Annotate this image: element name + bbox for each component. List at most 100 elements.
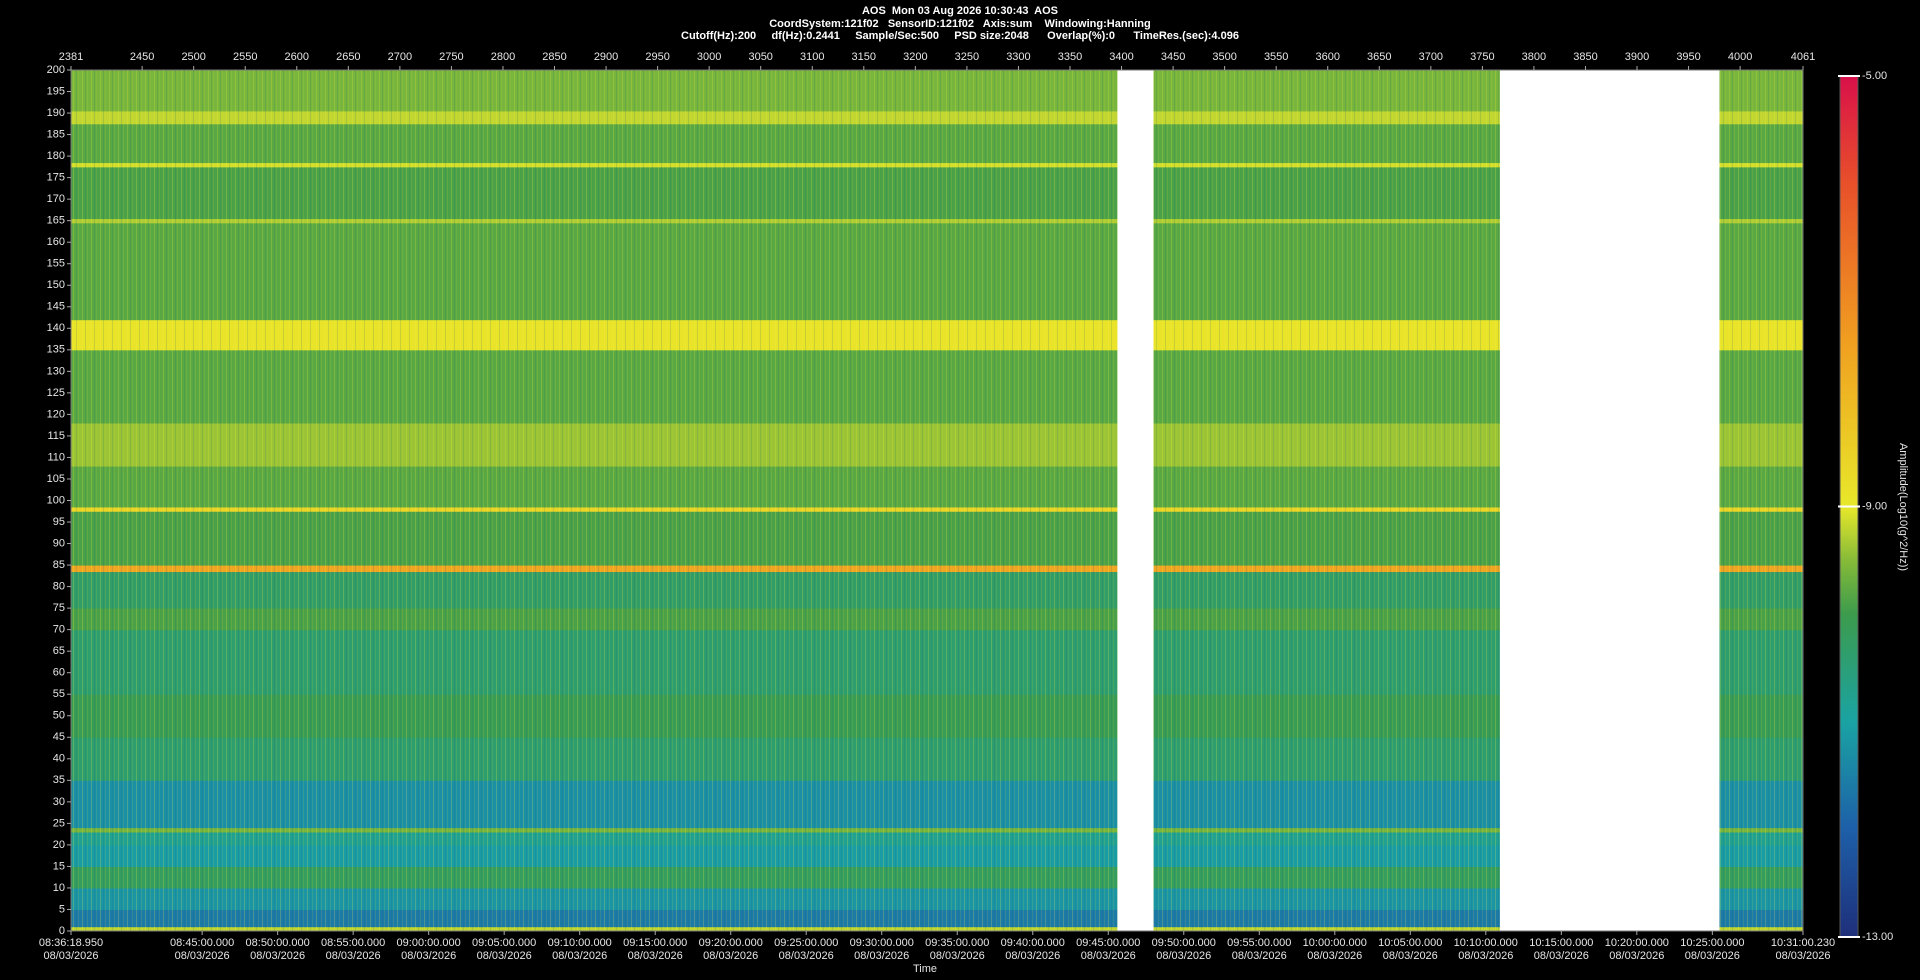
x-axis-label: Time	[913, 963, 937, 975]
texture	[1153, 70, 1500, 931]
x-tick-label: 09:50:00.000 08/03/2026	[1151, 937, 1216, 962]
y-tick-label: 0	[59, 925, 65, 937]
y-tick-label: 70	[53, 624, 65, 636]
chart-subtitle: CoordSystem:121f02 SensorID:121f02 Axis:…	[769, 18, 1151, 30]
x2-tick-label: 2381	[59, 51, 83, 63]
x2-tick-label: 3400	[1109, 51, 1133, 63]
y-tick-label: 165	[47, 215, 65, 227]
y-tick-label: 35	[53, 774, 65, 786]
x-tick-label: 09:55:00.000 08/03/2026	[1227, 937, 1292, 962]
y-tick-label: 80	[53, 581, 65, 593]
x-tick-label: 10:15:00.000 08/03/2026	[1529, 937, 1594, 962]
y-tick-label: 180	[47, 150, 65, 162]
y-tick-label: 170	[47, 193, 65, 205]
colorbar-label: Amplitude(Log10(g^2/Hz))	[1897, 443, 1909, 571]
x-tick-label: 09:30:00.000 08/03/2026	[849, 937, 914, 962]
x-tick-label: 09:15:00.000 08/03/2026	[623, 937, 688, 962]
x2-tick-label: 3800	[1522, 51, 1546, 63]
x-tick-label: 10:05:00.000 08/03/2026	[1378, 937, 1443, 962]
x2-tick-label: 3850	[1573, 51, 1597, 63]
x-tick-label: 09:20:00.000 08/03/2026	[698, 937, 763, 962]
x2-tick-label: 2600	[285, 51, 309, 63]
y-tick-label: 155	[47, 258, 65, 270]
x2-tick-label: 3750	[1470, 51, 1494, 63]
y-tick-label: 200	[47, 64, 65, 76]
x2-tick-label: 3900	[1625, 51, 1649, 63]
x2-tick-label: 3250	[955, 51, 979, 63]
y-tick-label: 195	[47, 85, 65, 97]
x2-tick-label: 2750	[439, 51, 463, 63]
x-tick-label: 10:10:00.000 08/03/2026	[1453, 937, 1518, 962]
x-tick-label: 08:55:00.000 08/03/2026	[321, 937, 386, 962]
chart-title: AOS Mon 03 Aug 2026 10:30:43 AOS	[861, 5, 1059, 17]
y-tick-label: 120	[47, 408, 65, 420]
y-tick-label: 175	[47, 172, 65, 184]
x2-tick-label: 3950	[1676, 51, 1700, 63]
y-tick-label: 10	[53, 882, 65, 894]
x2-tick-label: 2850	[542, 51, 566, 63]
y-tick-label: 25	[53, 817, 65, 829]
y-tick-label: 5	[59, 903, 65, 915]
y-tick-label: 100	[47, 494, 65, 506]
y-tick-label: 60	[53, 667, 65, 679]
x2-tick-label: 2550	[233, 51, 257, 63]
x-tick-label: 09:45:00.000 08/03/2026	[1076, 937, 1141, 962]
y-tick-label: 115	[47, 430, 65, 442]
x2-tick-label: 3550	[1264, 51, 1288, 63]
y-tick-label: 130	[47, 365, 65, 377]
x2-tick-label: 3050	[748, 51, 772, 63]
x2-tick-label: 3500	[1212, 51, 1236, 63]
y-tick-label: 85	[53, 559, 65, 571]
x-tick-label: 09:10:00.000 08/03/2026	[547, 937, 612, 962]
y-tick-label: 160	[47, 236, 65, 248]
x-tick-label: 08:45:00.000 08/03/2026	[170, 937, 235, 962]
y-tick-label: 40	[53, 753, 65, 765]
x-tick-label: 10:00:00.000 08/03/2026	[1302, 937, 1367, 962]
x2-tick-label: 2900	[594, 51, 618, 63]
x-tick-label: 10:20:00.000 08/03/2026	[1604, 937, 1669, 962]
x2-tick-label: 3000	[697, 51, 721, 63]
x2-tick-label: 3100	[800, 51, 824, 63]
x-tick-label: 08:50:00.000 08/03/2026	[245, 937, 310, 962]
y-tick-label: 185	[47, 128, 65, 140]
y-tick-label: 190	[47, 107, 65, 119]
colorbar-tick-label: -13.00	[1862, 931, 1893, 943]
y-tick-label: 20	[53, 839, 65, 851]
colorbar-tick-label: -5.00	[1862, 70, 1887, 82]
y-tick-label: 140	[47, 322, 65, 334]
y-tick-label: 150	[47, 279, 65, 291]
x-tick-label: 09:00:00.000 08/03/2026	[396, 937, 461, 962]
y-tick-label: 30	[53, 796, 65, 808]
x2-tick-label: 3650	[1367, 51, 1391, 63]
x2-tick-label: 3700	[1419, 51, 1443, 63]
y-tick-label: 65	[53, 645, 65, 657]
y-tick-label: 125	[47, 387, 65, 399]
y-tick-label: 135	[47, 344, 65, 356]
x2-tick-label: 4061	[1791, 51, 1815, 63]
x-tick-label: 10:25:00.000 08/03/2026	[1680, 937, 1745, 962]
x-tick-label: 09:25:00.000 08/03/2026	[774, 937, 839, 962]
x-tick-label: 09:05:00.000 08/03/2026	[472, 937, 537, 962]
y-tick-label: 105	[47, 473, 65, 485]
chart-subtitle: Cutoff(Hz):200 df(Hz):0.2441 Sample/Sec:…	[681, 30, 1239, 42]
x2-tick-label: 3200	[903, 51, 927, 63]
y-tick-label: 45	[53, 731, 65, 743]
y-tick-label: 90	[53, 537, 65, 549]
x-tick-label: 09:40:00.000 08/03/2026	[1000, 937, 1065, 962]
colorbar-tick-label: -9.00	[1862, 500, 1887, 512]
y-tick-label: 95	[53, 516, 65, 528]
x2-tick-label: 3600	[1315, 51, 1339, 63]
y-tick-label: 50	[53, 710, 65, 722]
texture	[71, 70, 1118, 931]
y-tick-label: 15	[53, 860, 65, 872]
x2-tick-label: 2500	[181, 51, 205, 63]
x2-tick-label: 2650	[336, 51, 360, 63]
x2-tick-label: 4000	[1728, 51, 1752, 63]
x2-tick-label: 2800	[491, 51, 515, 63]
y-tick-label: 110	[47, 451, 65, 463]
x2-tick-label: 3450	[1161, 51, 1185, 63]
y-tick-label: 55	[53, 688, 65, 700]
x2-tick-label: 2950	[645, 51, 669, 63]
x2-tick-label: 3300	[1006, 51, 1030, 63]
texture	[1719, 70, 1803, 931]
